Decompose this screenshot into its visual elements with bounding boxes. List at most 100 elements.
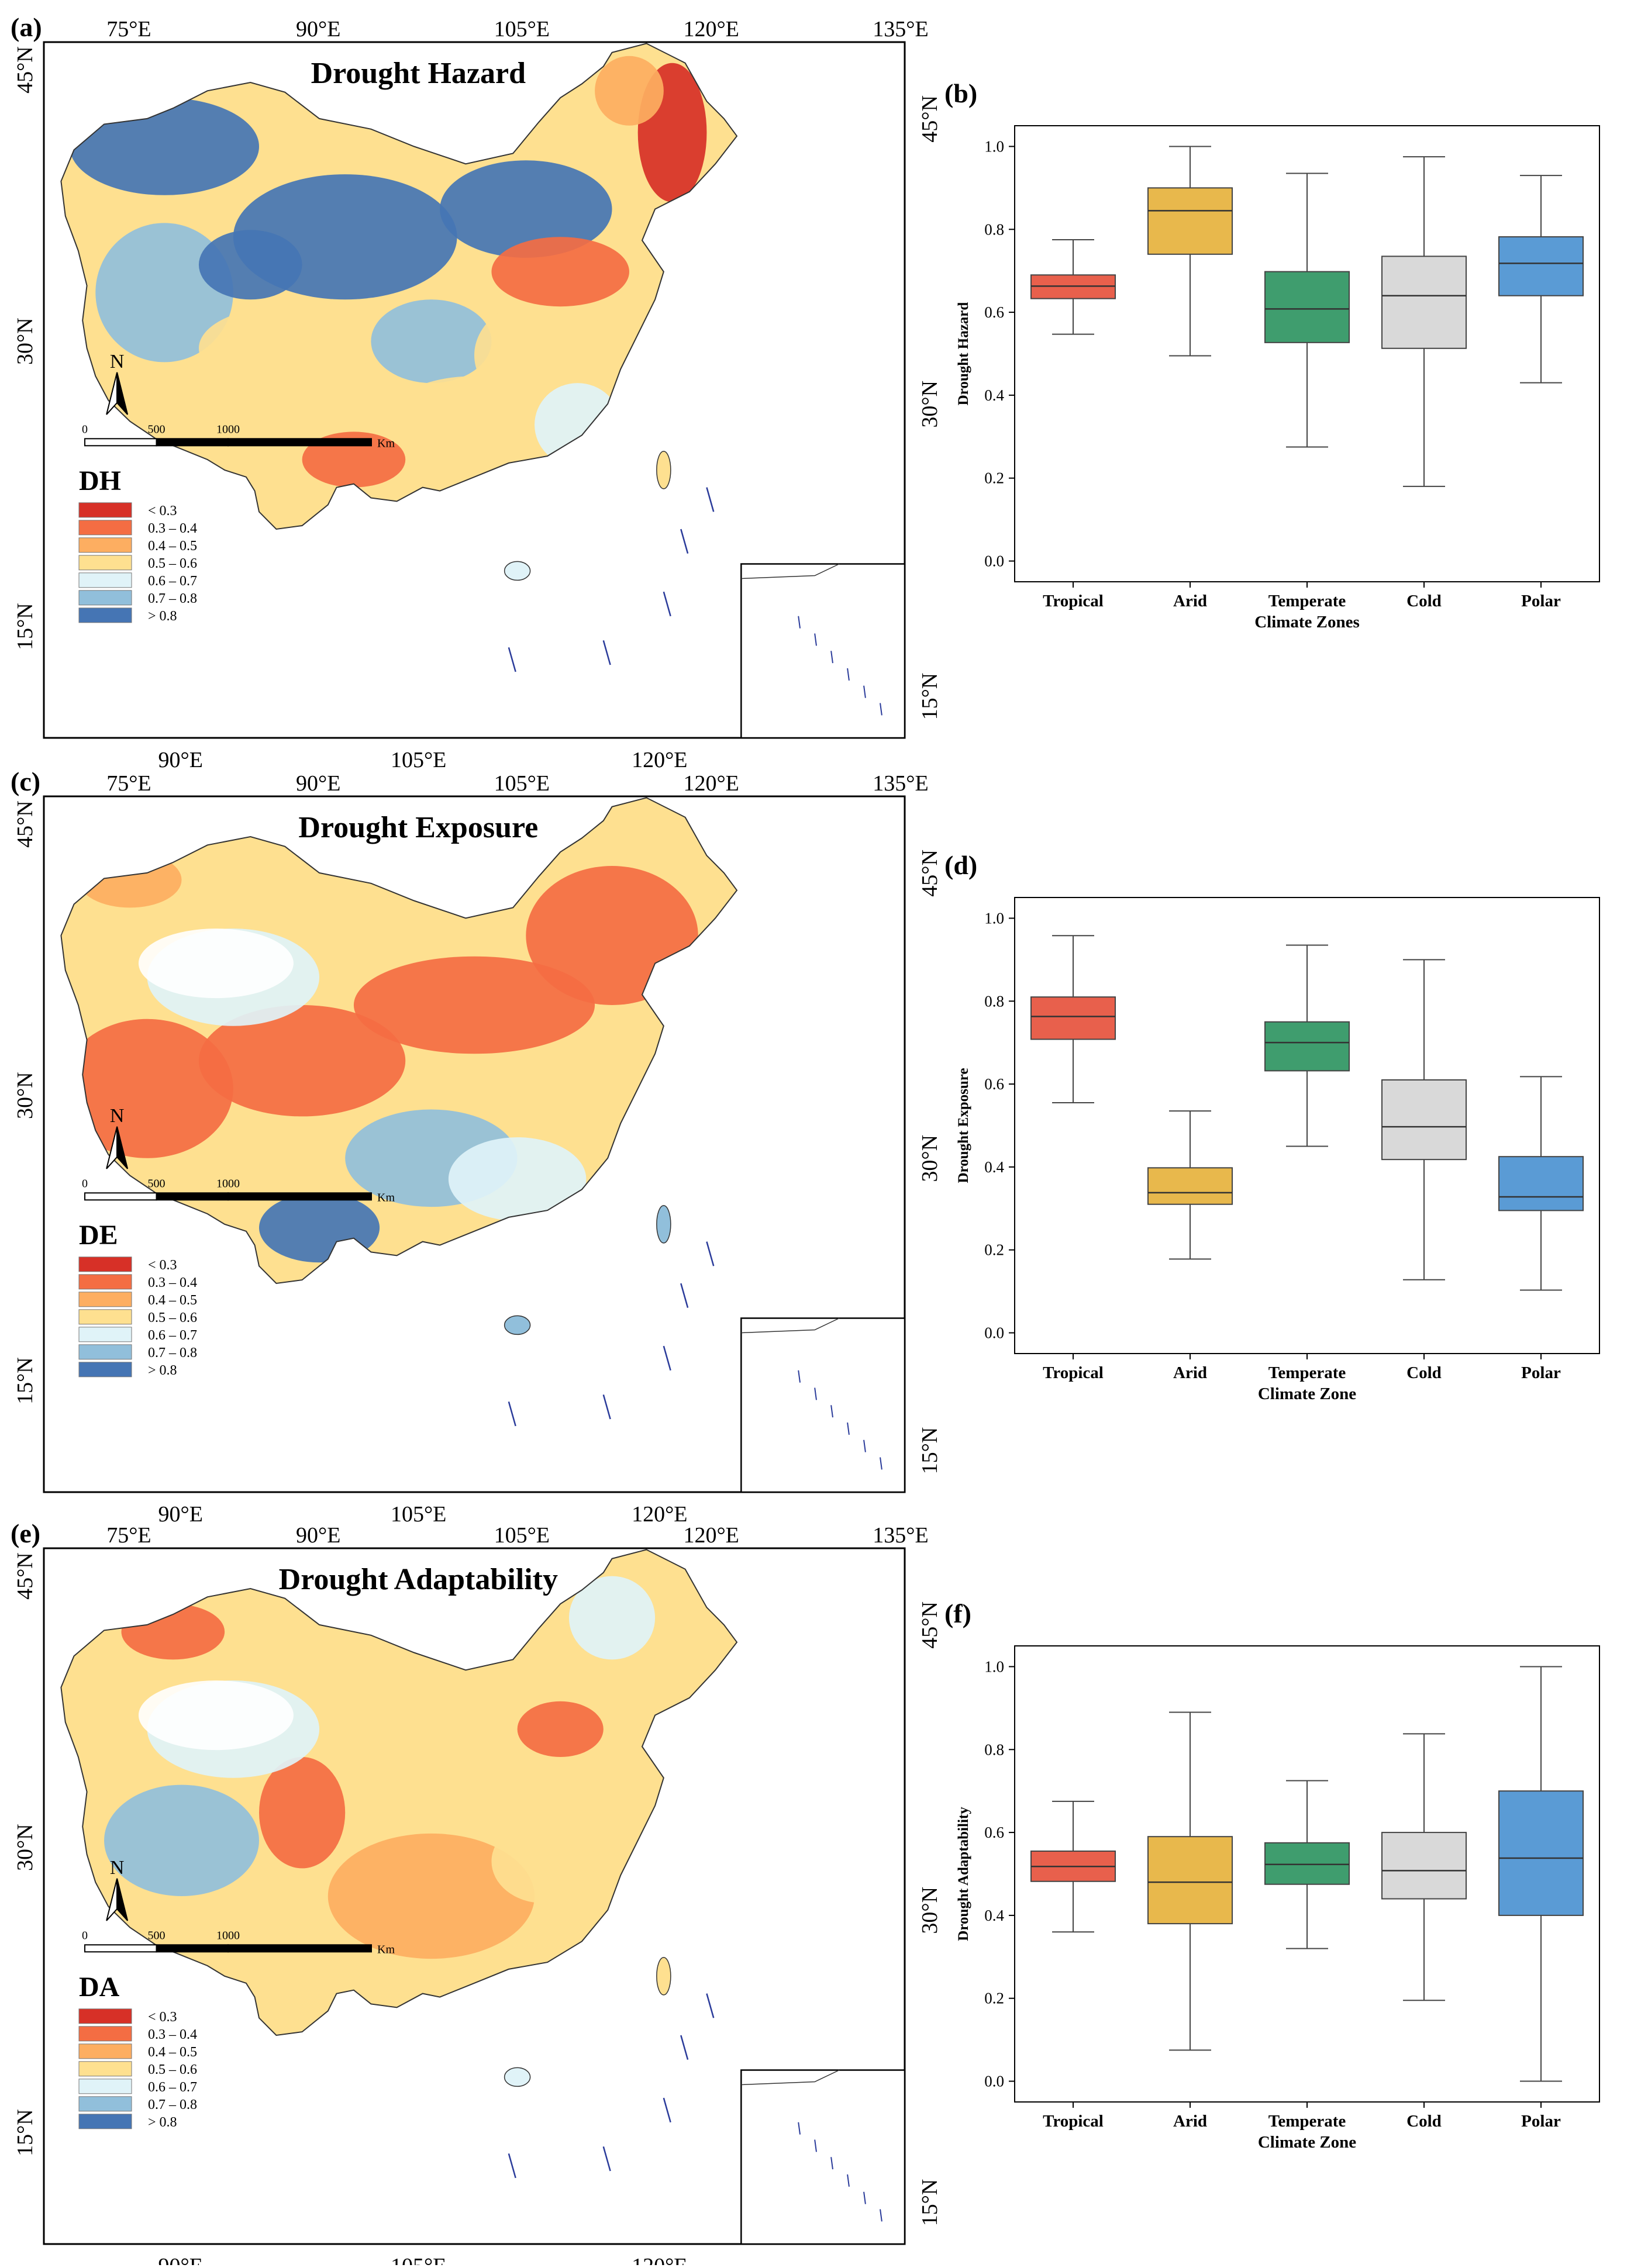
scale-label: 0 xyxy=(82,1177,88,1190)
drought-region xyxy=(595,56,664,126)
y-tick-label: 0.2 xyxy=(984,1241,1004,1259)
x-tick-label: Temperate xyxy=(1268,1363,1346,1382)
hainan-island xyxy=(504,561,531,581)
north-arrow-icon xyxy=(116,372,129,415)
legend-title: DH xyxy=(79,465,121,496)
y-tick-label: 0.2 xyxy=(984,470,1004,487)
legend-swatch xyxy=(78,2026,132,2042)
panel-letter: (c) xyxy=(11,767,40,796)
lon-label-bottom: 120°E xyxy=(632,1502,687,1527)
map-title: Drought Adaptability xyxy=(279,1563,558,1596)
x-tick-label: Temperate xyxy=(1268,2112,1346,2131)
y-tick-label: 0.2 xyxy=(984,1990,1004,2007)
dash-line xyxy=(602,2146,611,2172)
inset-coastline xyxy=(741,1317,840,1334)
no-data-region xyxy=(138,928,294,999)
legend-swatch xyxy=(78,2114,132,2129)
legend-label: 0.7 – 0.8 xyxy=(148,1345,197,1361)
legend-swatch xyxy=(78,2096,132,2112)
legend-swatch xyxy=(78,520,132,536)
legend-swatch xyxy=(78,1256,132,1272)
north-arrow-icon xyxy=(116,1126,129,1169)
taiwan-island xyxy=(656,1957,671,1996)
scale-label: 1000 xyxy=(216,1929,240,1942)
legend-swatch xyxy=(78,1274,132,1290)
legend-label: 0.4 – 0.5 xyxy=(148,538,197,554)
drought-region xyxy=(491,1820,595,1903)
legend-title: DA xyxy=(79,1972,120,2003)
dash-line xyxy=(798,2122,801,2135)
dash-line xyxy=(798,1370,801,1383)
hainan-island xyxy=(504,2067,531,2087)
dash-line xyxy=(830,651,833,664)
scale-label: 0 xyxy=(82,1929,88,1942)
lon-label-bottom: 120°E xyxy=(632,2254,687,2265)
y-tick-label: 1.0 xyxy=(984,909,1004,927)
north-label: N xyxy=(110,1857,125,1879)
taiwan-island xyxy=(656,1205,671,1244)
legend-swatch xyxy=(78,555,132,571)
lat-label-right: 45°N xyxy=(918,850,942,897)
lat-label-right: 30°N xyxy=(918,1135,942,1182)
lon-label-top: 120°E xyxy=(683,1523,739,1548)
box xyxy=(1264,271,1350,343)
lon-label-top: 75°E xyxy=(106,17,151,42)
scale-bar xyxy=(227,438,372,447)
box xyxy=(1381,1079,1467,1161)
dash-line xyxy=(880,703,882,716)
lon-label-top: 105°E xyxy=(494,1523,550,1548)
box xyxy=(1381,1832,1467,1900)
scale-label: 500 xyxy=(148,1177,166,1190)
north-label: N xyxy=(110,351,125,372)
drought-region xyxy=(104,1784,260,1896)
lon-label-top: 135°E xyxy=(873,771,928,796)
scale-label: 500 xyxy=(148,1929,166,1942)
legend-label: 0.3 – 0.4 xyxy=(148,2027,197,2042)
drought-region xyxy=(440,160,612,258)
x-tick-label: Arid xyxy=(1173,592,1207,610)
x-tick-label: Cold xyxy=(1406,592,1442,610)
y-tick-label: 0.0 xyxy=(984,1324,1004,1342)
scale-unit: Km xyxy=(377,1191,395,1204)
dash-line xyxy=(798,616,801,629)
lon-label-top: 120°E xyxy=(683,17,739,42)
panel-letter: (e) xyxy=(11,1518,40,1548)
x-tick-label: Temperate xyxy=(1268,592,1346,610)
dash-line xyxy=(602,1394,611,1420)
legend-label: > 0.8 xyxy=(148,609,177,624)
scale-bar xyxy=(84,438,157,447)
scale-unit: Km xyxy=(377,1943,395,1956)
dash-line xyxy=(814,633,817,646)
boxplot-chart: (f) 0.0 0.2 0.4 0.6 0.8 1.0 Tropical Arid Tempera… xyxy=(944,1599,1600,2152)
y-axis-label: Drought Hazard xyxy=(956,302,971,406)
lon-label-top: 135°E xyxy=(873,17,928,42)
legend-label: 0.7 – 0.8 xyxy=(148,2097,197,2112)
lat-label-left: 45°N xyxy=(13,46,37,94)
dash-line xyxy=(680,1283,689,1308)
panel-letter: (d) xyxy=(944,850,977,880)
dash-line xyxy=(880,1457,882,1470)
dash-line xyxy=(863,685,866,698)
boxplot-chart: (b) 0.0 0.2 0.4 0.6 0.8 1.0 Tropical Arid Tempera… xyxy=(944,78,1600,631)
taiwan-island xyxy=(656,451,671,489)
drought-region xyxy=(491,237,629,307)
legend-swatch xyxy=(78,590,132,606)
drought-region xyxy=(198,230,302,300)
lon-label-top: 120°E xyxy=(683,771,739,796)
lon-label-top: 105°E xyxy=(494,771,550,796)
legend-swatch xyxy=(78,1344,132,1360)
legend-label: > 0.8 xyxy=(148,1363,177,1378)
map-title: Drought Hazard xyxy=(311,57,526,90)
x-tick-label: Arid xyxy=(1173,2112,1207,2131)
dash-line xyxy=(863,1439,866,1452)
dash-line xyxy=(830,2157,833,2170)
scale-bar xyxy=(84,1944,157,1953)
lat-label-left: 45°N xyxy=(13,1552,37,1600)
lat-label-right: 15°N xyxy=(918,673,942,720)
legend-swatch xyxy=(78,1327,132,1342)
inset-coastline xyxy=(741,563,840,579)
dash-line xyxy=(847,668,850,681)
lon-label-bottom: 90°E xyxy=(158,2254,203,2265)
